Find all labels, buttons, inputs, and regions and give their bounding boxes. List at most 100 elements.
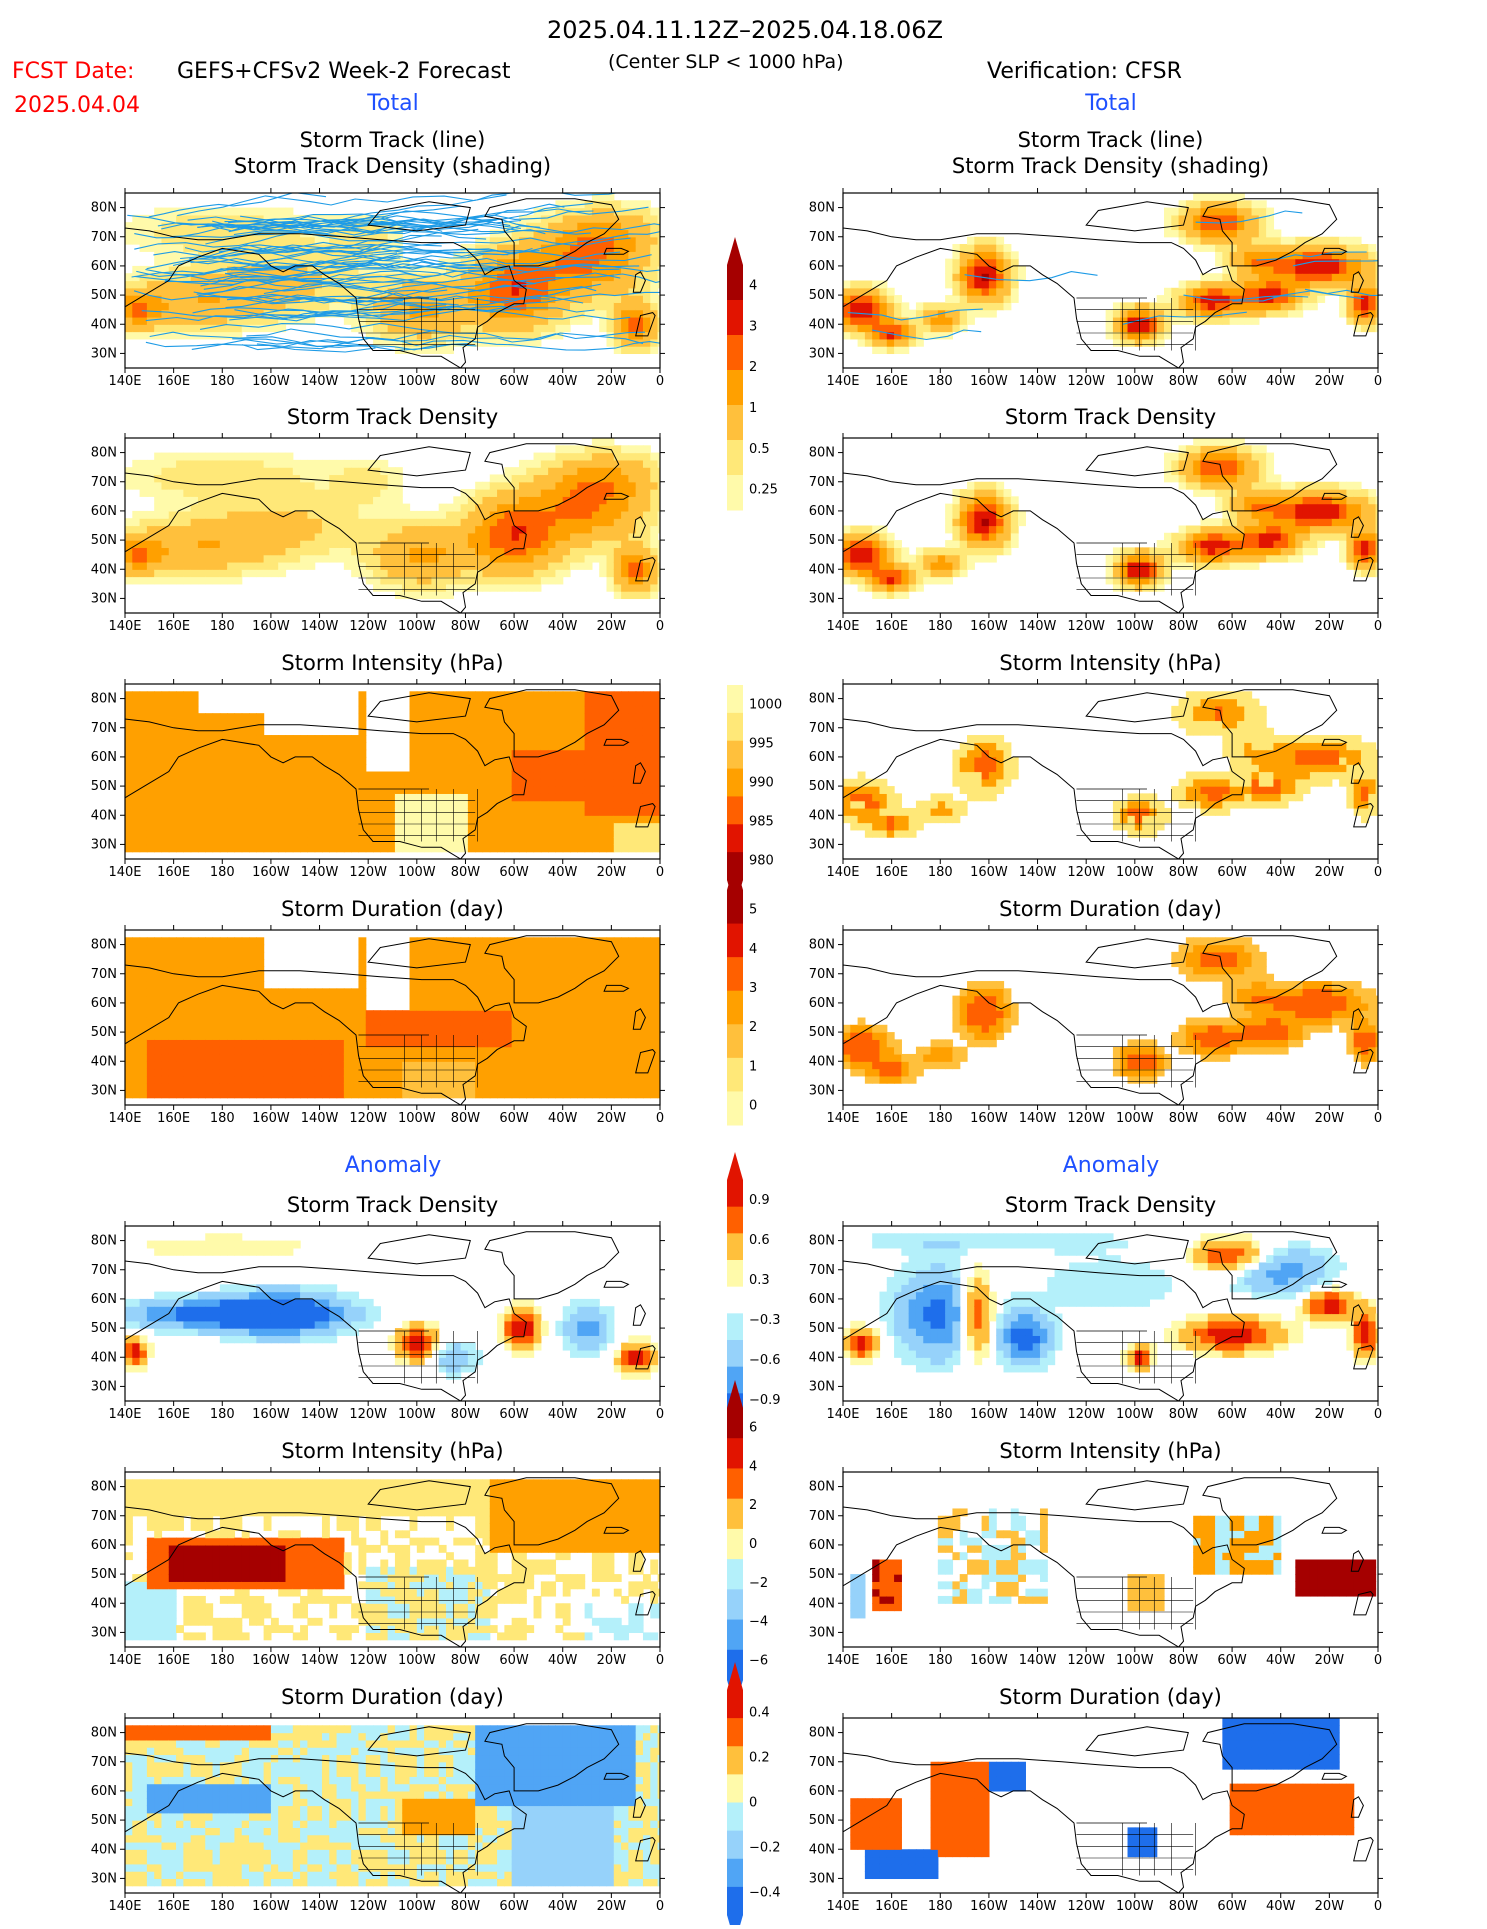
grid-cell	[1200, 474, 1209, 483]
grid-cell	[1142, 302, 1151, 311]
grid-cell	[562, 510, 571, 519]
grid-cell	[249, 764, 257, 773]
panel-title: Storm Track Density	[287, 405, 498, 429]
grid-cell	[613, 481, 622, 490]
grid-cell	[1288, 518, 1296, 527]
grid-cell	[125, 547, 133, 556]
grid-cell	[446, 742, 454, 751]
grid-cell	[843, 540, 851, 548]
grid-cell	[591, 459, 600, 468]
grid-cell	[511, 287, 520, 296]
grid-cell	[959, 547, 968, 556]
grid-cell	[504, 742, 513, 751]
grid-cell	[650, 489, 659, 497]
grid-cell	[132, 481, 141, 490]
grid-cell	[416, 583, 425, 592]
grid-cell	[1251, 316, 1260, 325]
grid-cell	[901, 576, 910, 585]
grid-cell	[959, 265, 968, 274]
storm-track-line	[262, 303, 447, 318]
grid-cell	[161, 207, 170, 216]
grid-cell	[1266, 554, 1275, 563]
grid-cell	[482, 280, 491, 289]
grid-cell	[945, 503, 954, 512]
grid-cell	[657, 481, 660, 490]
grid-cell	[497, 771, 505, 780]
grid-cell	[446, 800, 454, 809]
grid-cell	[227, 561, 236, 570]
grid-cell	[504, 525, 513, 534]
grid-cell	[234, 793, 243, 802]
grid-cell	[518, 569, 527, 578]
grid-cell	[373, 518, 381, 527]
grid-cell	[1339, 280, 1347, 289]
grid-cell	[125, 576, 133, 585]
grid-cell	[146, 273, 155, 282]
grid-cell	[176, 222, 184, 231]
grid-cell	[343, 778, 352, 787]
grid-cell	[467, 800, 476, 809]
grid-cell	[358, 474, 367, 483]
grid-cell	[967, 302, 975, 311]
grid-cell	[227, 309, 236, 318]
grid-cell	[1105, 316, 1114, 325]
grid-cell	[621, 532, 629, 541]
grid-cell	[1258, 474, 1267, 483]
grid-cell	[1193, 280, 1202, 289]
grid-cell	[278, 316, 287, 325]
grid-cell	[1185, 561, 1194, 570]
grid-cell	[139, 691, 148, 700]
grid-cell	[526, 338, 535, 347]
grid-cell	[1360, 569, 1369, 578]
grid-cell	[307, 489, 316, 497]
grid-cell	[1222, 561, 1231, 570]
grid-cell	[482, 844, 491, 853]
grid-cell	[475, 705, 484, 714]
grid-cell	[1258, 222, 1267, 231]
grid-cell	[1273, 295, 1282, 303]
grid-cell	[146, 540, 155, 548]
grid-cell	[205, 837, 214, 846]
grid-cell	[197, 561, 206, 570]
grid-cell	[227, 532, 236, 541]
grid-cell	[1003, 525, 1012, 534]
grid-cell	[307, 525, 316, 534]
grid-cell	[621, 489, 629, 497]
grid-cell	[1215, 438, 1223, 446]
grid-cell	[577, 518, 586, 527]
grid-cell	[314, 778, 323, 787]
grid-cell	[249, 214, 257, 223]
grid-cell	[657, 467, 660, 476]
grid-cell	[511, 229, 520, 238]
grid-cell	[300, 532, 308, 541]
grid-cell	[125, 554, 133, 563]
grid-cell	[285, 496, 294, 505]
grid-cell	[446, 822, 454, 831]
grid-cell	[518, 467, 527, 476]
grid-cell	[540, 547, 549, 556]
grid-cell	[504, 822, 513, 831]
grid-cell	[489, 489, 498, 497]
grid-cell	[263, 496, 272, 505]
grid-cell	[1251, 489, 1260, 497]
grid-cell	[562, 445, 571, 454]
grid-cell	[394, 793, 403, 802]
grid-cell	[387, 822, 396, 831]
grid-cell	[373, 265, 381, 274]
grid-cell	[548, 518, 557, 527]
grid-cell	[467, 547, 476, 556]
grid-cell	[438, 561, 447, 570]
grid-cell	[1295, 489, 1304, 497]
grid-cell	[358, 518, 367, 527]
grid-cell	[1156, 324, 1165, 333]
grid-cell	[974, 481, 983, 490]
grid-cell	[562, 547, 571, 556]
grid-cell	[219, 331, 228, 340]
grid-cell	[1229, 207, 1238, 216]
grid-cell	[176, 720, 184, 729]
grid-cell	[270, 554, 279, 563]
grid-cell	[1258, 258, 1267, 267]
grid-cell	[431, 265, 440, 274]
grid-cell	[967, 273, 975, 282]
grid-cell	[988, 547, 997, 556]
